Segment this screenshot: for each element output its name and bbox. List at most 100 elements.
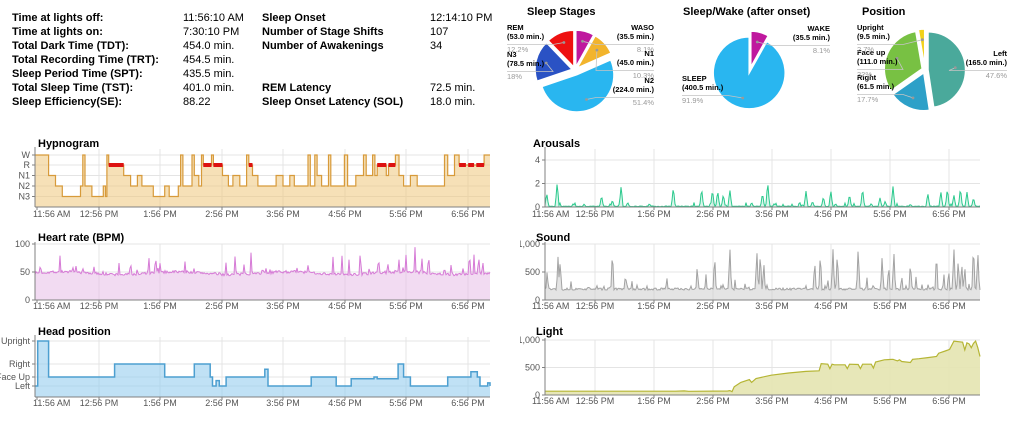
face-up-slice[interactable]	[883, 30, 924, 92]
x-tick-label: 2:56 PM	[696, 209, 730, 219]
stat-label: Total Recording Time (TRT):	[12, 54, 159, 66]
y-tick-label: W	[22, 150, 31, 160]
x-tick-label: 4:56 PM	[328, 301, 362, 311]
summary-stats-column-2: Sleep Onset 12:14:10 PM Number of Stage Sh…	[262, 12, 502, 124]
arousals-chart[interactable]: Arousals 4 2 0 11:56 AM 12:56 PM 1:56 PM 2:56 …	[520, 135, 1013, 228]
pie-slice-percent: 12.2%	[507, 45, 529, 54]
stat-value: 18.0 min.	[430, 96, 476, 108]
pie-slice-percent: 91.9%	[682, 96, 704, 105]
right-slice[interactable]	[891, 71, 931, 112]
pie-leader-dot	[755, 40, 759, 44]
heart-rate-svg: 100 50 011:56 AM 12:56 PM 1:56 PM 2:56 PM 3:56…	[15, 239, 491, 311]
arousals-series	[544, 184, 980, 209]
x-tick-label: 6:56 PM	[932, 396, 966, 406]
stat-label: Sleep Onset	[262, 12, 326, 24]
x-tick-label: 3:56 PM	[266, 398, 300, 408]
stat-row: Sleep Onset 12:14:10 PM	[262, 12, 492, 26]
pie-slice-label: SLEEP (400.5 min.) 91.9%	[682, 74, 738, 105]
n2-slice[interactable]	[540, 58, 615, 113]
sound-chart[interactable]: Sound 1,000 500 011:56 AM 12:56 PM 1:56 PM 2:…	[520, 228, 1013, 320]
y-tick-label: R	[24, 160, 31, 170]
sleep-stages-svg	[507, 29, 654, 113]
pie-slice-percent: 47.6%	[985, 71, 1007, 80]
y-tick-label: N2	[18, 181, 30, 191]
pie-slice-label: Right (61.5 min.) 17.7%	[857, 73, 913, 104]
stat-value: 107	[430, 26, 449, 38]
stat-label: Sleep Period Time (SPT):	[12, 68, 143, 80]
stat-value: 88.22	[183, 96, 211, 108]
sound-svg: 1,000 500 011:56 AM 12:56 PM 1:56 PM 2:56 PM 3…	[520, 239, 981, 311]
position-title: Position	[862, 6, 906, 18]
pie-slice-text: Face up	[857, 48, 886, 57]
x-tick-label: 11:56 AM	[33, 301, 70, 311]
pie-slice-text: Left	[993, 49, 1007, 58]
pie-slice-label: REM (53.0 min.) 12.2%	[507, 23, 563, 54]
hypnogram-series-fill	[35, 155, 490, 207]
heart-rate-chart[interactable]: Heart rate (BPM) 100 50 0 11:56 AM 12:56 PM 1…	[0, 228, 500, 320]
x-tick-label: 6:56 PM	[932, 209, 966, 219]
hypnogram-chart[interactable]: Hypnogram W R N1 N2 N3 11:56 AM 12:56 PM 1:56 P…	[0, 135, 500, 228]
pie-leader-dot	[585, 98, 588, 101]
stat-label: Total Dark Time (TDT):	[12, 40, 129, 52]
sleep-slice[interactable]	[712, 36, 786, 110]
arousals-title: Arousals	[533, 138, 581, 150]
x-tick-label: 1:56 PM	[637, 301, 671, 311]
stat-label: REM Latency	[262, 82, 332, 94]
y-tick-label: N1	[18, 171, 30, 181]
stat-label: Sleep Onset Latency (SOL)	[262, 96, 404, 108]
waso-slice[interactable]	[575, 29, 595, 70]
stat-row: Total Sleep Time (TST): 401.0 min.	[12, 82, 234, 96]
x-tick-label: 12:56 PM	[576, 209, 615, 219]
stat-value: 454.0 min.	[183, 40, 235, 52]
stat-value: 435.5 min.	[183, 68, 235, 80]
y-tick-label: Right	[9, 359, 31, 369]
y-tick-label: 0	[535, 202, 540, 212]
rem-slice[interactable]	[547, 29, 575, 70]
y-tick-label: 100	[15, 239, 30, 249]
pie-leader-line	[595, 50, 654, 71]
heart-rate-series	[34, 247, 491, 278]
stat-value: 34	[430, 40, 443, 52]
light-chart[interactable]: Light 1,000 500 011:56 AM 12:56 PM 1:56 PM 2:…	[520, 320, 1013, 420]
head-position-series-fill	[35, 341, 490, 397]
pie-slice-text: WASO	[631, 23, 654, 32]
x-tick-label: 1:56 PM	[637, 209, 671, 219]
pie-slice-text: Right	[857, 73, 877, 82]
x-tick-label: 4:56 PM	[814, 396, 848, 406]
x-tick-label: 3:56 PM	[266, 209, 300, 219]
pie-leader-line	[857, 94, 914, 99]
pie-slice-label: Left (165.0 min.) 47.6%	[945, 49, 1007, 80]
y-tick-label: 500	[525, 267, 540, 277]
y-tick-label: 500	[525, 363, 540, 373]
n1-slice[interactable]	[575, 34, 613, 70]
left-slice[interactable]	[927, 31, 967, 109]
stat-row: Sleep Efficiency(SE): 88.22	[12, 96, 211, 110]
stat-row: Number of Stage Shifts 107	[262, 26, 448, 40]
pie-slice-text: (9.5 min.)	[857, 32, 890, 41]
pie-slice-text: REM	[507, 23, 524, 32]
light-svg: 1,000 500 011:56 AM 12:56 PM 1:56 PM 2:56 PM 3…	[520, 335, 981, 406]
head-position-chart[interactable]: Head position Upright Right Face UpLeft11:…	[0, 320, 500, 420]
pie-leader-dot	[581, 39, 584, 43]
x-tick-label: 6:56 PM	[451, 301, 485, 311]
x-tick-label: 2:56 PM	[696, 301, 730, 311]
stat-row: Sleep Period Time (SPT): 435.5 min.	[12, 68, 234, 82]
x-tick-label: 4:56 PM	[814, 209, 848, 219]
pie-slice-percent: 17.7%	[857, 95, 879, 104]
sleep-stages-title: Sleep Stages	[527, 6, 596, 18]
stat-label: Sleep Efficiency(SE):	[12, 96, 123, 108]
stat-row: Total Recording Time (TRT): 454.5 min.	[12, 54, 234, 68]
x-tick-label: 6:56 PM	[451, 209, 485, 219]
y-tick-label: 0	[25, 295, 30, 305]
sleep-stages-pie-chart: Sleep Stages WASO (35.5 min.) 8.1% N1 (45.0 …	[505, 0, 680, 135]
wake-slice[interactable]	[750, 30, 770, 70]
stat-label: Number of Awakenings	[262, 40, 384, 52]
pie-slice-text: (400.5 min.)	[682, 83, 724, 92]
x-tick-label: 2:56 PM	[696, 396, 730, 406]
pie-slice-text: (61.5 min.)	[857, 82, 895, 91]
y-tick-label: Left	[15, 381, 31, 391]
x-tick-label: 12:56 PM	[80, 398, 119, 408]
stat-row: Time at lights off: 11:56:10 AM	[12, 12, 244, 26]
